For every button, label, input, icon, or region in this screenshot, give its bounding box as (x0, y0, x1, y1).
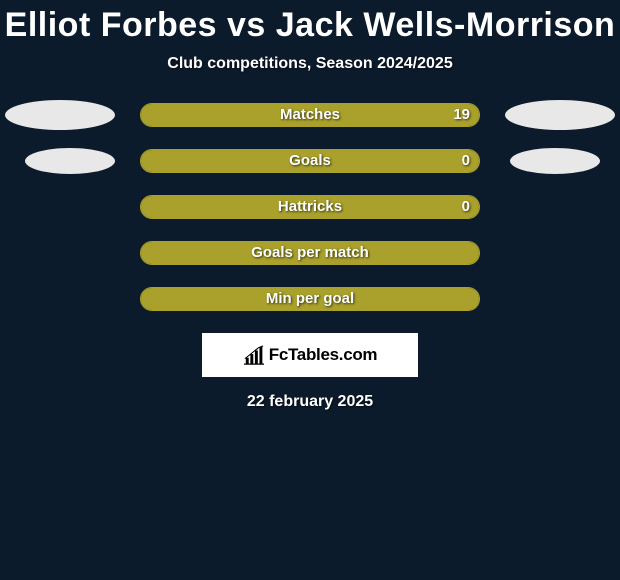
comparison-rows: Matches19 Goals0 Hattricks0 Goals per match… (0, 103, 620, 311)
stat-bar (140, 241, 480, 265)
side-ellipse-right (505, 100, 615, 130)
stat-value-right: 19 (453, 103, 470, 127)
stat-bar-fill-left (141, 288, 310, 310)
stat-value-right: 0 (462, 195, 470, 219)
stat-bar (140, 287, 480, 311)
stat-bar-fill-right (310, 242, 479, 264)
brand-box: FcTables.com (202, 333, 418, 377)
comparison-row: Matches19 (0, 103, 620, 127)
side-ellipse-right (510, 148, 600, 174)
comparison-row: Min per goal (0, 287, 620, 311)
stat-bar (140, 149, 480, 173)
stat-bar-fill-right (141, 104, 479, 126)
stat-bar-fill-right (310, 288, 479, 310)
comparison-row: Goals0 (0, 149, 620, 173)
stat-value-right: 0 (462, 149, 470, 173)
stat-bar-fill-right (310, 150, 479, 172)
side-ellipse-left (5, 100, 115, 130)
stat-bar (140, 195, 480, 219)
footer-date: 22 february 2025 (0, 393, 620, 411)
brand-text: FcTables.com (269, 345, 378, 365)
stat-bar-fill-right (310, 196, 479, 218)
stat-bar-fill-left (141, 242, 310, 264)
comparison-row: Hattricks0 (0, 195, 620, 219)
stat-bar-fill-left (141, 196, 310, 218)
side-ellipse-left (25, 148, 115, 174)
stat-bar (140, 103, 480, 127)
bar-chart-icon (243, 345, 265, 365)
comparison-row: Goals per match (0, 241, 620, 265)
page-title: Elliot Forbes vs Jack Wells-Morrison (0, 0, 620, 45)
page-subtitle: Club competitions, Season 2024/2025 (0, 55, 620, 73)
stat-bar-fill-left (141, 150, 310, 172)
